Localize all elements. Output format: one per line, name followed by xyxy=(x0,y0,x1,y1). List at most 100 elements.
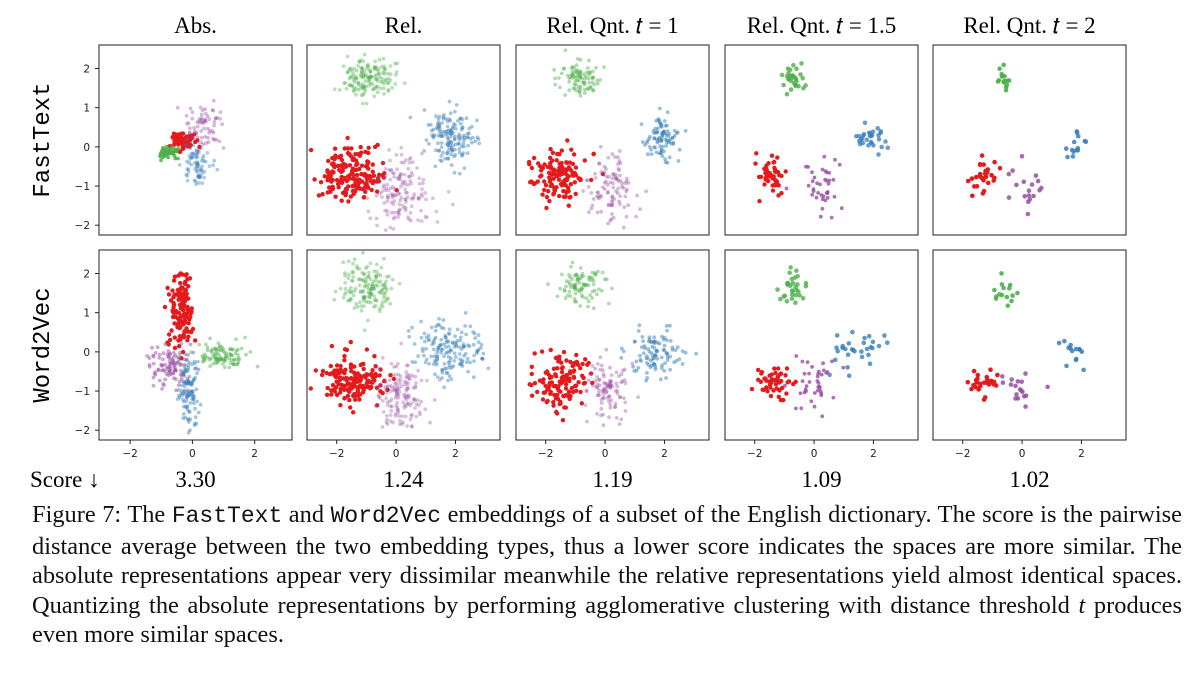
point-red xyxy=(564,177,570,183)
point-blue xyxy=(181,379,185,384)
point-purple xyxy=(635,193,640,198)
point-purple xyxy=(616,155,620,160)
point-blue xyxy=(202,175,207,180)
point-green xyxy=(575,278,580,283)
point-green xyxy=(343,286,348,291)
point-red xyxy=(969,386,974,392)
point-purple xyxy=(417,403,421,407)
point-green xyxy=(357,83,361,87)
point-blue xyxy=(665,338,669,342)
point-blue xyxy=(413,360,418,365)
point-purple xyxy=(805,360,810,364)
point-green xyxy=(373,303,378,308)
point-green xyxy=(344,86,349,91)
point-red xyxy=(783,373,788,378)
point-red xyxy=(548,391,553,396)
point-blue xyxy=(457,345,461,349)
point-blue xyxy=(185,173,190,178)
point-blue xyxy=(660,154,665,159)
point-purple xyxy=(607,383,612,388)
point-purple xyxy=(191,135,196,140)
point-purple xyxy=(403,395,407,400)
point-purple xyxy=(417,176,422,181)
point-red xyxy=(529,364,534,369)
point-red xyxy=(590,380,595,386)
point-purple xyxy=(387,378,392,383)
point-green xyxy=(362,328,367,333)
caption-word2vec: Word2Vec xyxy=(330,503,442,529)
point-green xyxy=(590,275,595,280)
point-blue xyxy=(195,162,200,166)
point-purple xyxy=(403,208,408,213)
point-blue xyxy=(431,347,436,352)
point-green xyxy=(360,101,365,106)
point-blue xyxy=(457,171,462,176)
point-green xyxy=(380,300,385,304)
y-tick-label: 1 xyxy=(83,103,90,115)
point-green xyxy=(358,290,363,295)
point-green xyxy=(362,91,366,95)
point-purple xyxy=(608,385,613,390)
point-green xyxy=(579,274,584,278)
point-blue xyxy=(192,361,197,366)
point-purple xyxy=(401,400,405,405)
point-red xyxy=(988,367,993,373)
point-purple xyxy=(376,387,381,391)
point-purple xyxy=(401,203,405,208)
point-purple xyxy=(409,170,414,175)
point-green xyxy=(559,272,564,277)
plot-frame xyxy=(306,249,501,441)
point-green xyxy=(372,67,377,72)
point-blue xyxy=(445,371,450,376)
point-green xyxy=(255,364,260,369)
point-blue xyxy=(462,144,466,149)
point-blue xyxy=(673,348,678,352)
point-green xyxy=(374,274,379,279)
point-purple xyxy=(185,136,190,141)
point-blue xyxy=(184,367,188,372)
point-red xyxy=(327,185,332,190)
point-purple xyxy=(172,360,177,365)
point-green xyxy=(395,61,400,66)
point-red xyxy=(553,355,559,361)
point-green xyxy=(230,347,235,352)
point-blue xyxy=(195,174,200,179)
point-blue xyxy=(430,133,434,138)
point-red xyxy=(561,394,566,399)
point-green xyxy=(377,306,382,311)
point-green xyxy=(371,87,375,92)
point-blue xyxy=(434,114,438,119)
point-green xyxy=(582,82,587,87)
point-blue xyxy=(193,375,198,380)
point-blue xyxy=(416,354,421,358)
point-red xyxy=(333,153,338,158)
point-blue xyxy=(449,348,454,352)
point-green xyxy=(200,354,205,358)
point-blue xyxy=(441,150,445,155)
point-green xyxy=(575,274,580,278)
point-blue xyxy=(470,135,475,140)
point-green xyxy=(569,72,574,77)
point-blue xyxy=(663,160,668,165)
point-green xyxy=(367,80,372,84)
point-green xyxy=(591,88,596,93)
point-green xyxy=(593,272,598,277)
point-purple xyxy=(618,194,623,199)
point-red xyxy=(373,373,379,379)
point-purple xyxy=(617,422,622,426)
point-green xyxy=(785,281,791,286)
point-purple xyxy=(419,192,424,197)
point-purple xyxy=(179,341,184,346)
point-red xyxy=(351,410,356,415)
point-red xyxy=(338,403,343,408)
point-green xyxy=(800,296,806,301)
point-green xyxy=(228,347,233,352)
point-green xyxy=(361,75,366,80)
point-purple xyxy=(199,146,203,151)
point-blue xyxy=(187,392,191,397)
point-green xyxy=(218,344,223,349)
point-red xyxy=(551,167,557,172)
point-purple xyxy=(203,107,208,112)
point-green xyxy=(364,279,368,284)
